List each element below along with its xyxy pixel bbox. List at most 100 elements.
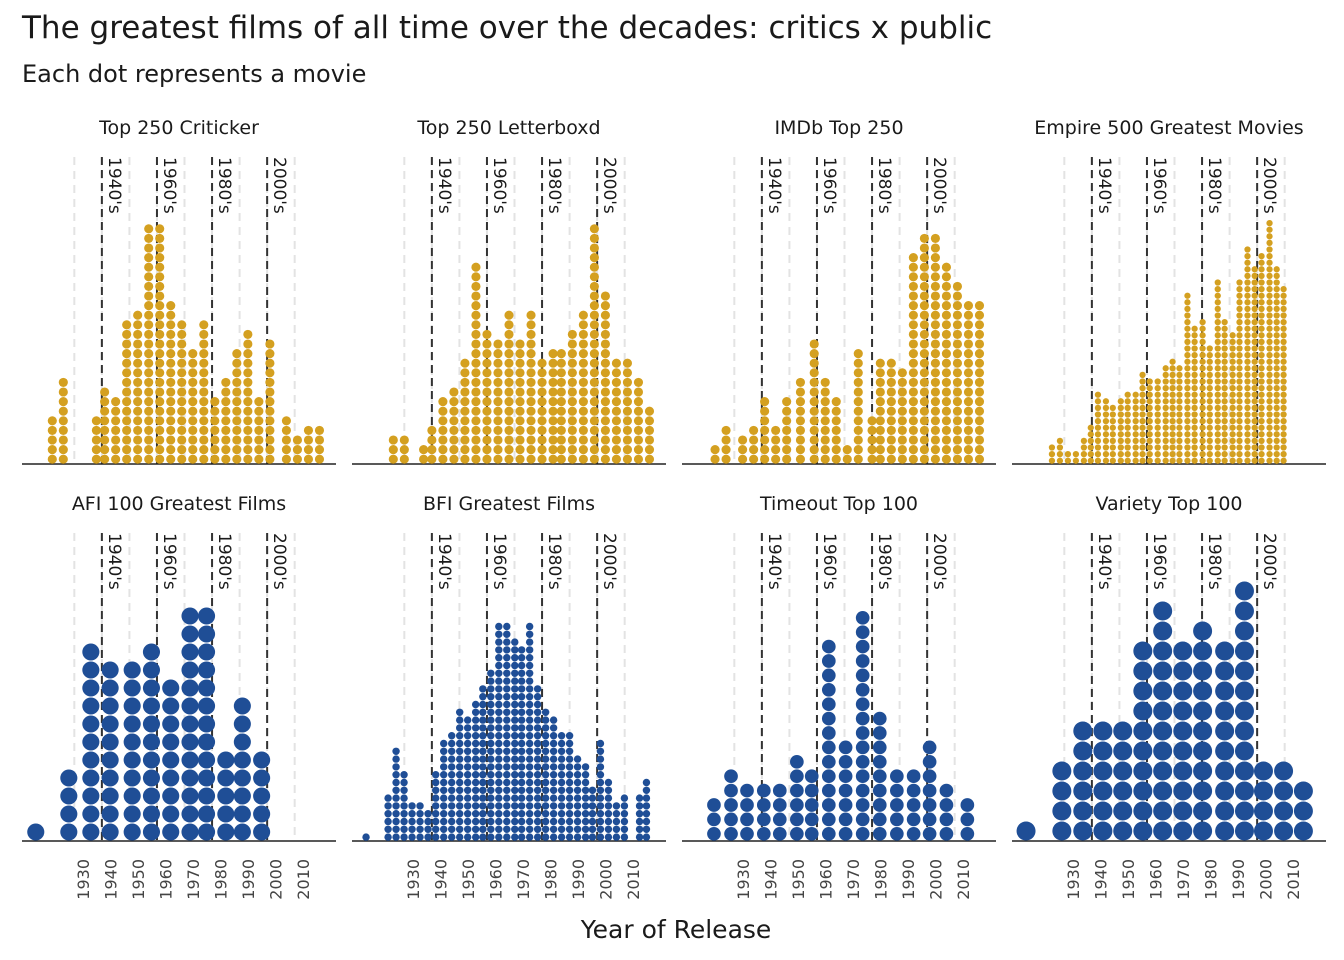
dot xyxy=(596,817,605,826)
dot xyxy=(1199,325,1206,332)
dot xyxy=(1193,701,1213,721)
dot xyxy=(1236,365,1243,372)
dot xyxy=(253,823,271,841)
dot xyxy=(162,733,180,751)
dot xyxy=(821,783,836,798)
dot xyxy=(166,377,176,387)
dot-column xyxy=(596,739,605,841)
dot xyxy=(233,733,251,751)
decade-label: 1960's xyxy=(1149,533,1169,590)
dot xyxy=(1191,332,1198,339)
dot xyxy=(243,368,253,378)
dot xyxy=(438,454,448,464)
dot xyxy=(526,445,536,455)
dot xyxy=(1132,444,1139,451)
dot xyxy=(853,387,863,397)
dot xyxy=(1236,444,1243,451)
dot xyxy=(82,823,100,841)
dot xyxy=(525,669,534,678)
dot xyxy=(166,397,176,407)
dot xyxy=(557,817,566,826)
dot xyxy=(1244,384,1251,392)
dot xyxy=(101,769,119,787)
dot-column xyxy=(1109,404,1116,464)
dot xyxy=(479,716,487,724)
dot xyxy=(1273,332,1280,339)
dot xyxy=(177,425,187,435)
dot xyxy=(504,349,514,359)
dot xyxy=(611,445,621,455)
dot xyxy=(438,406,448,416)
dot-column xyxy=(939,783,954,841)
dot xyxy=(821,740,836,755)
dot xyxy=(533,692,542,701)
dot xyxy=(384,817,392,826)
dot xyxy=(578,435,588,445)
dot xyxy=(549,724,558,732)
dot xyxy=(199,425,209,435)
dot xyxy=(1184,332,1191,339)
dot xyxy=(1073,741,1093,761)
dot xyxy=(1244,378,1251,385)
dot xyxy=(1273,378,1280,385)
x-tick-label: 1990 xyxy=(239,859,258,900)
dot xyxy=(432,802,440,810)
dot xyxy=(155,435,165,445)
dot xyxy=(941,301,951,311)
dot xyxy=(232,368,242,378)
dot xyxy=(1236,332,1243,339)
dot xyxy=(177,339,187,349)
dot xyxy=(455,786,464,795)
dot xyxy=(265,387,275,397)
dot xyxy=(952,310,962,320)
dot xyxy=(440,778,448,787)
dot xyxy=(930,320,940,330)
dot xyxy=(1244,292,1251,299)
dot xyxy=(567,406,577,416)
dot xyxy=(557,809,566,818)
dot xyxy=(133,445,143,455)
dot xyxy=(1236,305,1243,313)
dot xyxy=(27,823,45,841)
dot xyxy=(939,826,954,841)
dot xyxy=(162,751,180,769)
dot xyxy=(963,301,974,311)
dot xyxy=(760,416,770,426)
dot xyxy=(155,368,165,378)
dot-column xyxy=(1199,318,1206,464)
dot xyxy=(952,329,962,339)
dot-column xyxy=(1146,378,1153,464)
dot xyxy=(740,812,754,827)
dot xyxy=(495,786,503,795)
dot xyxy=(155,272,165,282)
dot xyxy=(1169,424,1176,431)
dot xyxy=(581,825,590,834)
dot xyxy=(820,454,830,464)
dot xyxy=(1273,299,1280,306)
dot xyxy=(1244,305,1251,313)
dot xyxy=(1215,801,1235,821)
dot xyxy=(596,739,605,748)
x-tick-label: 2000 xyxy=(1257,859,1276,900)
dot xyxy=(872,754,887,769)
dot xyxy=(517,708,526,717)
dot xyxy=(455,716,464,724)
dot xyxy=(188,416,198,426)
dot xyxy=(133,329,143,339)
dot xyxy=(1153,701,1173,721)
dot xyxy=(1244,431,1251,438)
dot xyxy=(1146,391,1153,398)
dot xyxy=(573,802,582,810)
dot xyxy=(1234,821,1254,841)
dot xyxy=(1229,358,1236,365)
dot xyxy=(392,763,400,771)
dot xyxy=(1251,292,1258,299)
dot xyxy=(952,291,962,301)
dot xyxy=(821,668,836,683)
dot xyxy=(1154,391,1161,398)
dot xyxy=(633,406,644,416)
dot-column xyxy=(1133,641,1153,841)
dot xyxy=(952,320,962,330)
dot xyxy=(1073,801,1093,821)
dot xyxy=(589,253,599,263)
